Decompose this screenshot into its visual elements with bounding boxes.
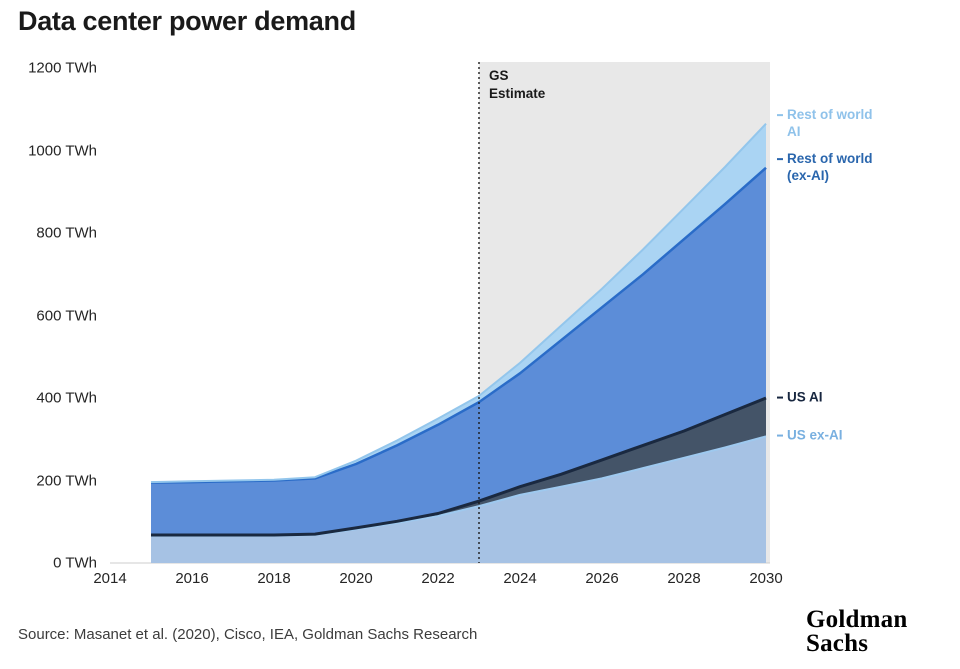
y-axis-label: 0 TWh bbox=[53, 554, 97, 572]
series-label-rest-of-world-ex-ai: Rest of world (ex-AI) bbox=[777, 151, 889, 185]
y-axis-label: 1000 TWh bbox=[28, 142, 97, 159]
goldman-sachs-logo: Goldman Sachs bbox=[806, 606, 908, 657]
x-axis-label: 2018 bbox=[257, 570, 291, 587]
line-us-ai bbox=[151, 396, 767, 537]
series-label-text: US AI bbox=[787, 389, 823, 405]
y-axis-label: 600 TWh bbox=[36, 307, 97, 324]
x-axis-label: 2026 bbox=[585, 570, 619, 587]
tick-dash-icon bbox=[777, 157, 783, 160]
page-title: Data center power demand bbox=[18, 6, 356, 36]
y-axis-label: 800 TWh bbox=[36, 224, 97, 242]
line-rest-of-world-ai bbox=[150, 123, 767, 484]
tick-dash-icon bbox=[777, 113, 783, 116]
series-label-us-ex-ai: US ex-AI bbox=[777, 428, 843, 445]
series-label-text: Rest of world AI bbox=[787, 106, 873, 139]
x-axis-label: 2014 bbox=[93, 570, 127, 587]
logo-line-1: Goldman bbox=[806, 606, 908, 633]
source-text: Source: Masanet et al. (2020), Cisco, IE… bbox=[18, 626, 478, 643]
area-rest-of-world-ex-ai- bbox=[151, 167, 766, 536]
logo-line-2: Sachs bbox=[806, 629, 869, 657]
y-axis-label: 400 TWh bbox=[36, 389, 97, 407]
tick-dash-icon bbox=[777, 396, 783, 399]
y-axis-label: 200 TWh bbox=[36, 472, 97, 489]
x-axis-label: 2020 bbox=[339, 570, 373, 587]
area-rest-of-world-ai bbox=[151, 123, 766, 483]
y-axis-label: 1200 TWh bbox=[28, 59, 97, 77]
x-axis-label: 2028 bbox=[667, 570, 701, 587]
series-label-text: US ex-AI bbox=[787, 427, 843, 443]
x-axis-label: 2022 bbox=[421, 570, 455, 587]
series-label-us-ai: US AI bbox=[777, 390, 823, 407]
area-us-ex-ai bbox=[151, 436, 766, 563]
tick-dash-icon bbox=[777, 434, 783, 437]
x-axis-label: 2030 bbox=[749, 570, 783, 587]
estimate-label: GS Estimate bbox=[489, 68, 546, 101]
series-label-text: Rest of world (ex-AI) bbox=[787, 150, 873, 183]
series-label-rest-of-world-ai: Rest of world AI bbox=[777, 107, 889, 141]
x-axis-label: 2016 bbox=[175, 570, 209, 587]
x-axis-label: 2024 bbox=[503, 570, 537, 587]
